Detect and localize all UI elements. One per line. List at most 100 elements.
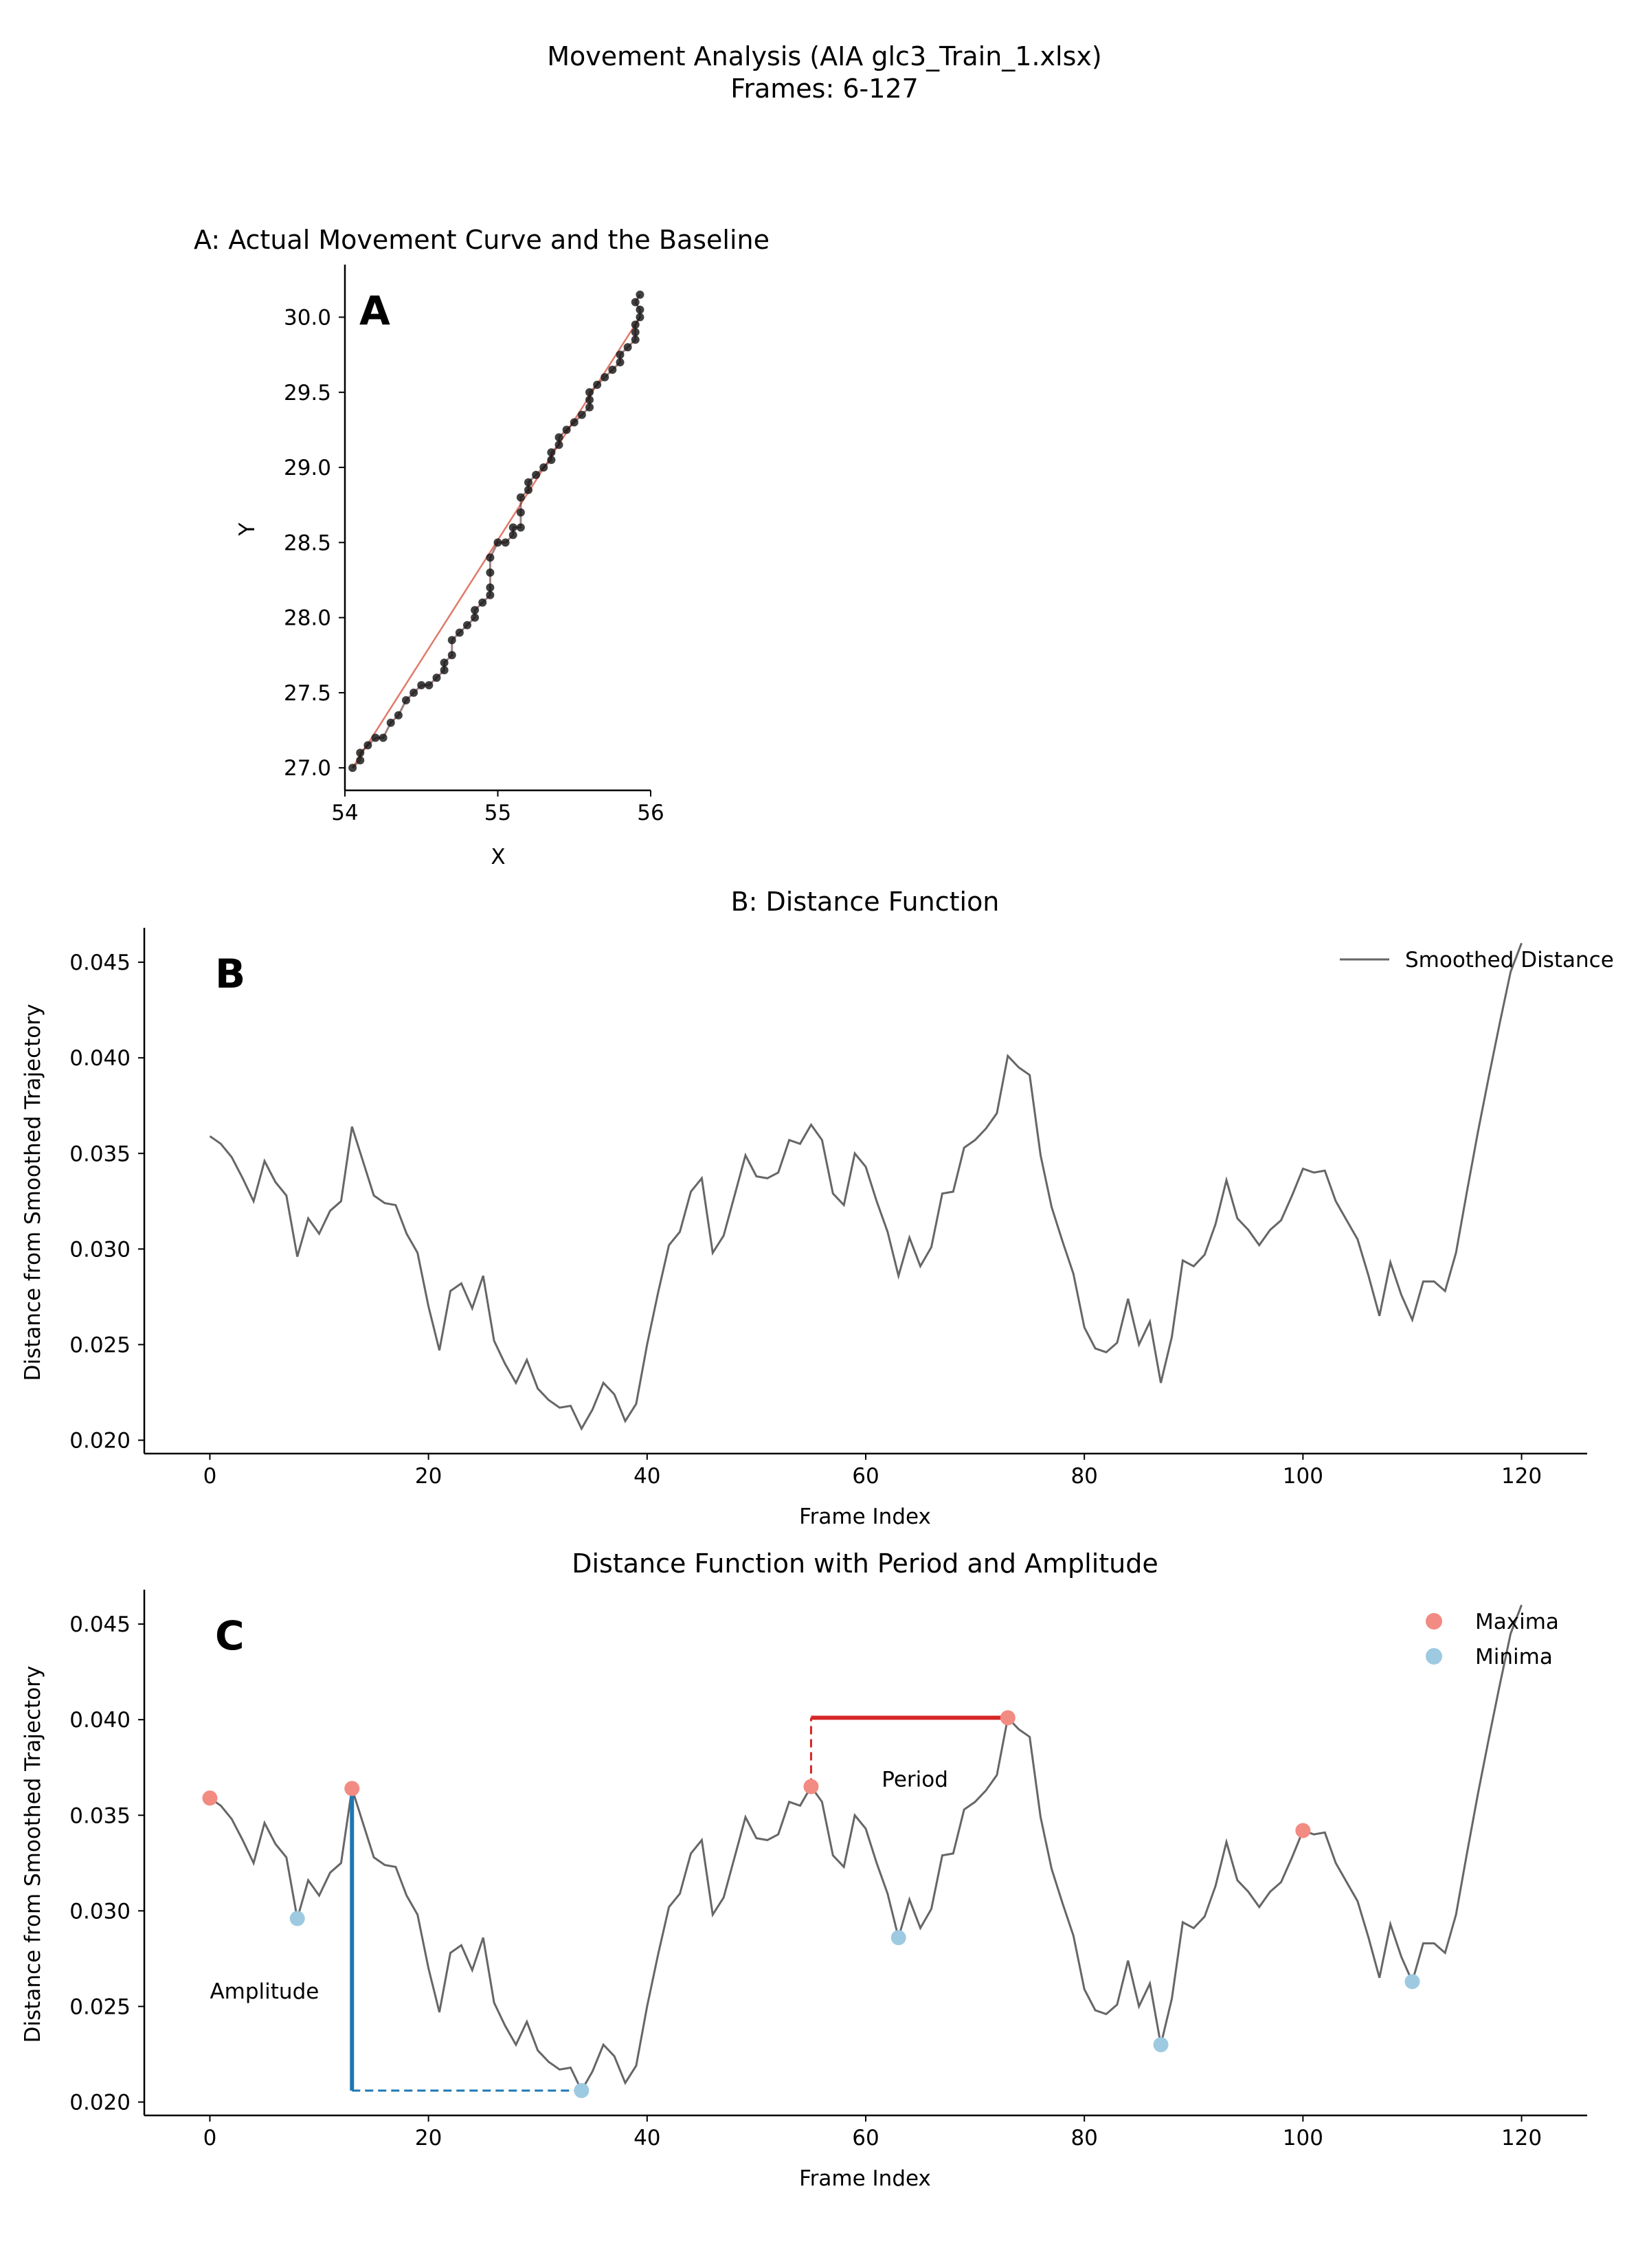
panel-b-legend-label: Smoothed Distance bbox=[1405, 948, 1614, 972]
panel-a-point bbox=[516, 508, 525, 517]
panel-b-x-tick-label: 20 bbox=[415, 1464, 442, 1489]
panel-a-point bbox=[348, 764, 357, 772]
panel-b-ylabel: Distance from Smoothed Trajectory bbox=[21, 1004, 45, 1381]
panel-b-series-line bbox=[209, 942, 1523, 1432]
panel-a-point bbox=[631, 328, 640, 337]
panel-c-maximum-marker bbox=[803, 1779, 819, 1794]
panel-a-point bbox=[508, 531, 517, 540]
panel-b-y-tick-label: 0.035 bbox=[69, 1142, 131, 1166]
panel-c-title: Distance Function with Period and Amplit… bbox=[572, 1548, 1158, 1579]
panel-a-point bbox=[554, 441, 563, 449]
panel-a-point bbox=[547, 448, 556, 457]
panel-c-minimum-marker bbox=[1404, 1974, 1420, 1990]
panel-c-y-tick-label: 0.030 bbox=[69, 1899, 131, 1924]
panel-b-title: B: Distance Function bbox=[731, 887, 1000, 917]
panel-a-point bbox=[486, 583, 495, 592]
panel-c-y-tick-label: 0.035 bbox=[69, 1803, 131, 1828]
panel-a-y-tick-label: 29.0 bbox=[284, 456, 331, 480]
panel-c-ylabel: Distance from Smoothed Trajectory bbox=[21, 1666, 45, 2043]
panel-b-y-tick-label: 0.020 bbox=[69, 1429, 131, 1454]
panel-a-point bbox=[623, 343, 632, 352]
panel-a-trajectory-chart: A: Actual Movement Curve and the Baselin… bbox=[194, 225, 770, 869]
panel-a-point bbox=[455, 628, 464, 637]
panel-a-x-tick-label: 55 bbox=[484, 801, 511, 825]
panel-b-x-tick-label: 80 bbox=[1070, 1464, 1097, 1489]
panel-a-point bbox=[585, 403, 594, 412]
panel-a-ylabel: Y bbox=[235, 522, 260, 536]
panel-c-legend-maxima-swatch bbox=[1426, 1613, 1442, 1630]
panel-a-point bbox=[516, 493, 525, 502]
panel-a-point bbox=[356, 748, 365, 757]
panel-a-point bbox=[516, 523, 525, 532]
panel-a-point bbox=[425, 681, 434, 689]
panel-a-x-tick-label: 56 bbox=[637, 801, 664, 825]
panel-b-y-tick-label: 0.045 bbox=[69, 950, 131, 975]
panel-b-x-tick-label: 40 bbox=[633, 1464, 660, 1489]
panel-a-point bbox=[636, 313, 644, 322]
panel-c-y-tick-label: 0.045 bbox=[69, 1612, 131, 1637]
panel-c-x-tick-label: 100 bbox=[1283, 2126, 1323, 2150]
panel-a-point bbox=[570, 418, 579, 427]
panel-a-point bbox=[593, 380, 602, 389]
panel-b-x-tick-label: 60 bbox=[852, 1464, 879, 1489]
panel-a-y-tick-label: 28.0 bbox=[284, 606, 331, 631]
panel-a-point bbox=[524, 478, 532, 487]
panel-a-point bbox=[440, 666, 449, 675]
panel-a-point bbox=[562, 425, 571, 434]
panel-a-point bbox=[486, 553, 495, 562]
panel-a-point bbox=[524, 485, 532, 494]
panel-c-x-tick-label: 20 bbox=[415, 2126, 442, 2150]
panel-a-point bbox=[394, 711, 403, 720]
panel-b-x-tick-label: 0 bbox=[203, 1464, 217, 1489]
panel-a-point bbox=[386, 718, 395, 727]
panel-c-x-tick-label: 0 bbox=[203, 2126, 217, 2150]
panel-c-legend-maxima-label: Maxima bbox=[1475, 1610, 1559, 1634]
panel-c-period-amplitude-chart: Distance Function with Period and Amplit… bbox=[21, 1548, 1587, 2191]
panel-a-point bbox=[478, 598, 487, 607]
panel-a-point bbox=[508, 523, 517, 532]
panel-a-x-tick-label: 54 bbox=[331, 801, 358, 825]
panel-a-movement-curve bbox=[352, 293, 641, 769]
panel-a-point bbox=[432, 674, 441, 682]
panel-c-maximum-marker bbox=[1295, 1823, 1311, 1838]
panel-a-point bbox=[471, 605, 480, 614]
panel-a-point bbox=[631, 320, 640, 329]
panel-c-minimum-marker bbox=[890, 1930, 906, 1946]
panel-a-point bbox=[493, 538, 502, 547]
panel-a-point bbox=[585, 388, 594, 397]
panel-c-legend-minima-swatch bbox=[1426, 1648, 1442, 1665]
panel-c-y-tick-label: 0.040 bbox=[69, 1708, 131, 1733]
panel-a-letter: A bbox=[359, 287, 390, 334]
panel-b-x-tick-label: 120 bbox=[1501, 1464, 1542, 1489]
panel-c-y-tick-label: 0.020 bbox=[69, 2091, 131, 2115]
panel-c-maximum-marker bbox=[344, 1781, 360, 1797]
panel-a-point bbox=[440, 658, 449, 667]
panel-a-y-tick-label: 27.5 bbox=[284, 681, 331, 706]
panel-a-y-tick-label: 30.0 bbox=[284, 306, 331, 331]
panel-c-legend-minima-label: Minima bbox=[1475, 1645, 1553, 1669]
panel-a-point bbox=[447, 651, 456, 660]
panel-b-y-tick-label: 0.030 bbox=[69, 1237, 131, 1262]
panel-a-point bbox=[636, 290, 644, 299]
panel-a-point bbox=[486, 590, 495, 599]
panel-c-x-tick-label: 60 bbox=[852, 2126, 879, 2150]
panel-b-distance-chart: B: Distance Function B Frame Index Dista… bbox=[21, 887, 1614, 1529]
panel-a-point bbox=[585, 395, 594, 404]
figure-title-line1: Movement Analysis (AIA glc3_Train_1.xlsx… bbox=[547, 41, 1101, 71]
panel-c-maximum-marker bbox=[202, 1790, 218, 1806]
panel-a-point bbox=[463, 621, 471, 630]
panel-a-point bbox=[417, 681, 426, 689]
panel-b-letter: B bbox=[215, 950, 245, 997]
panel-c-series-line bbox=[209, 1604, 1523, 2093]
panel-c-minimum-marker bbox=[574, 2082, 590, 2098]
panel-a-point bbox=[539, 463, 548, 472]
panel-a-point bbox=[631, 335, 640, 344]
panel-a-point bbox=[447, 636, 456, 645]
panel-a-point bbox=[379, 733, 388, 742]
panel-c-x-tick-label: 120 bbox=[1501, 2126, 1542, 2150]
panel-a-point bbox=[532, 471, 541, 479]
panel-c-x-tick-label: 40 bbox=[633, 2126, 660, 2150]
panel-a-point bbox=[501, 538, 510, 547]
panel-a-point bbox=[486, 568, 495, 577]
